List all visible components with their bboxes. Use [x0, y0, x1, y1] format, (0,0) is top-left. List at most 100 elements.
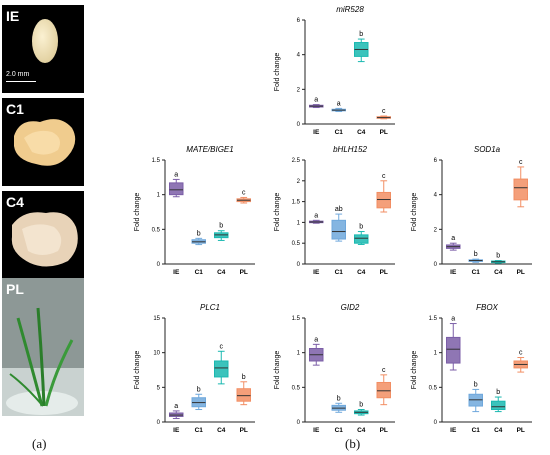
significance-label: c [519, 350, 523, 357]
y-tick-label: 2 [297, 87, 301, 93]
category-label: C4 [494, 269, 503, 276]
significance-label: b [496, 253, 500, 260]
category-label: PL [517, 269, 525, 276]
y-tick-label: 0 [434, 420, 438, 426]
chart-title: GID2 [341, 303, 360, 312]
category-label: PL [380, 427, 388, 434]
box-pl [376, 381, 391, 399]
category-label: IE [173, 269, 180, 276]
callus-image [11, 212, 78, 267]
significance-label: b [496, 389, 500, 396]
chart-title: PLC1 [200, 303, 220, 312]
box-pl [376, 191, 391, 209]
category-label: C4 [357, 269, 366, 276]
category-label: C4 [217, 427, 226, 434]
category-label: PL [240, 427, 248, 434]
significance-label: c [220, 343, 224, 350]
category-label: C1 [335, 129, 344, 136]
significance-label: b [242, 374, 246, 381]
significance-label: a [314, 97, 318, 104]
y-tick-label: 0 [297, 420, 301, 426]
photo-tag: IE [6, 8, 20, 24]
box-c1 [331, 219, 346, 240]
significance-label: b [219, 223, 223, 230]
significance-label: ab [335, 206, 343, 213]
category-label: C4 [357, 427, 366, 434]
chart-title: bHLH152 [333, 145, 367, 154]
significance-label: a [451, 316, 455, 323]
significance-label: a [314, 212, 318, 219]
y-axis-label: Fold change [134, 351, 141, 390]
category-label: C1 [195, 427, 204, 434]
category-label: IE [313, 129, 320, 136]
significance-label: b [474, 381, 478, 388]
y-tick-label: 15 [153, 316, 160, 322]
box-c4 [491, 400, 506, 411]
category-label: C1 [472, 269, 481, 276]
chart-title: FBOX [476, 303, 498, 312]
significance-label: c [382, 173, 386, 180]
category-label: C1 [335, 427, 344, 434]
significance-label: c [382, 108, 386, 115]
significance-label: b [359, 402, 363, 409]
significance-label: a [337, 100, 341, 107]
y-tick-label: 10 [153, 351, 160, 357]
y-tick-label: 4 [434, 193, 438, 199]
y-tick-label: 1 [297, 220, 301, 226]
category-label: PL [380, 269, 388, 276]
photo-c1: C1 [2, 98, 84, 186]
y-axis-label: Fold change [411, 193, 418, 232]
category-label: PL [240, 269, 248, 276]
significance-label: a [314, 336, 318, 343]
y-tick-label: 1.5 [292, 316, 301, 322]
photo-tag: C4 [6, 194, 24, 210]
box-c4 [214, 360, 229, 378]
significance-label: c [519, 159, 523, 166]
panel-b-label: (b) [345, 436, 361, 451]
scale-bar [6, 81, 36, 82]
y-tick-label: 1 [434, 351, 438, 357]
category-label: C4 [494, 427, 503, 434]
significance-label: b [337, 395, 341, 402]
significance-label: b [474, 251, 478, 258]
y-tick-label: 2 [434, 227, 438, 233]
y-tick-label: 0.5 [292, 385, 301, 391]
y-tick-label: 1 [297, 351, 301, 357]
category-label: C4 [357, 129, 366, 136]
y-axis-label: Fold change [274, 351, 281, 390]
significance-label: b [197, 386, 201, 393]
category-label: IE [313, 427, 320, 434]
category-label: IE [450, 269, 457, 276]
category-label: C4 [217, 269, 226, 276]
category-label: IE [173, 427, 180, 434]
y-tick-label: 0 [297, 262, 301, 268]
y-tick-label: 0 [157, 420, 161, 426]
y-tick-label: 6 [434, 158, 438, 164]
category-label: IE [450, 427, 457, 434]
category-label: PL [380, 129, 388, 136]
significance-label: a [451, 235, 455, 242]
box-ie [169, 182, 184, 196]
significance-label: b [359, 31, 363, 38]
y-tick-label: 0 [434, 262, 438, 268]
y-axis-label: Fold change [274, 53, 281, 92]
significance-label: c [242, 189, 246, 196]
significance-label: b [359, 224, 363, 231]
photo-c4: C4 [2, 191, 84, 279]
significance-label: a [174, 171, 178, 178]
significance-label: c [382, 367, 386, 374]
category-label: IE [313, 269, 320, 276]
panel-a-label: (a) [32, 436, 47, 451]
y-tick-label: 1.5 [292, 200, 301, 206]
category-label: C1 [335, 269, 344, 276]
significance-label: b [197, 230, 201, 237]
scale-label: 2.0 mm [6, 71, 30, 78]
y-tick-label: 1.5 [152, 158, 161, 164]
photo-ie: IE 2.0 mm [2, 5, 84, 93]
y-tick-label: 0.5 [292, 241, 301, 247]
chart-title: miR528 [336, 5, 364, 14]
chart-title: SOD1a [474, 145, 501, 154]
y-tick-label: 1.5 [429, 316, 438, 322]
y-tick-label: 1 [157, 193, 161, 199]
